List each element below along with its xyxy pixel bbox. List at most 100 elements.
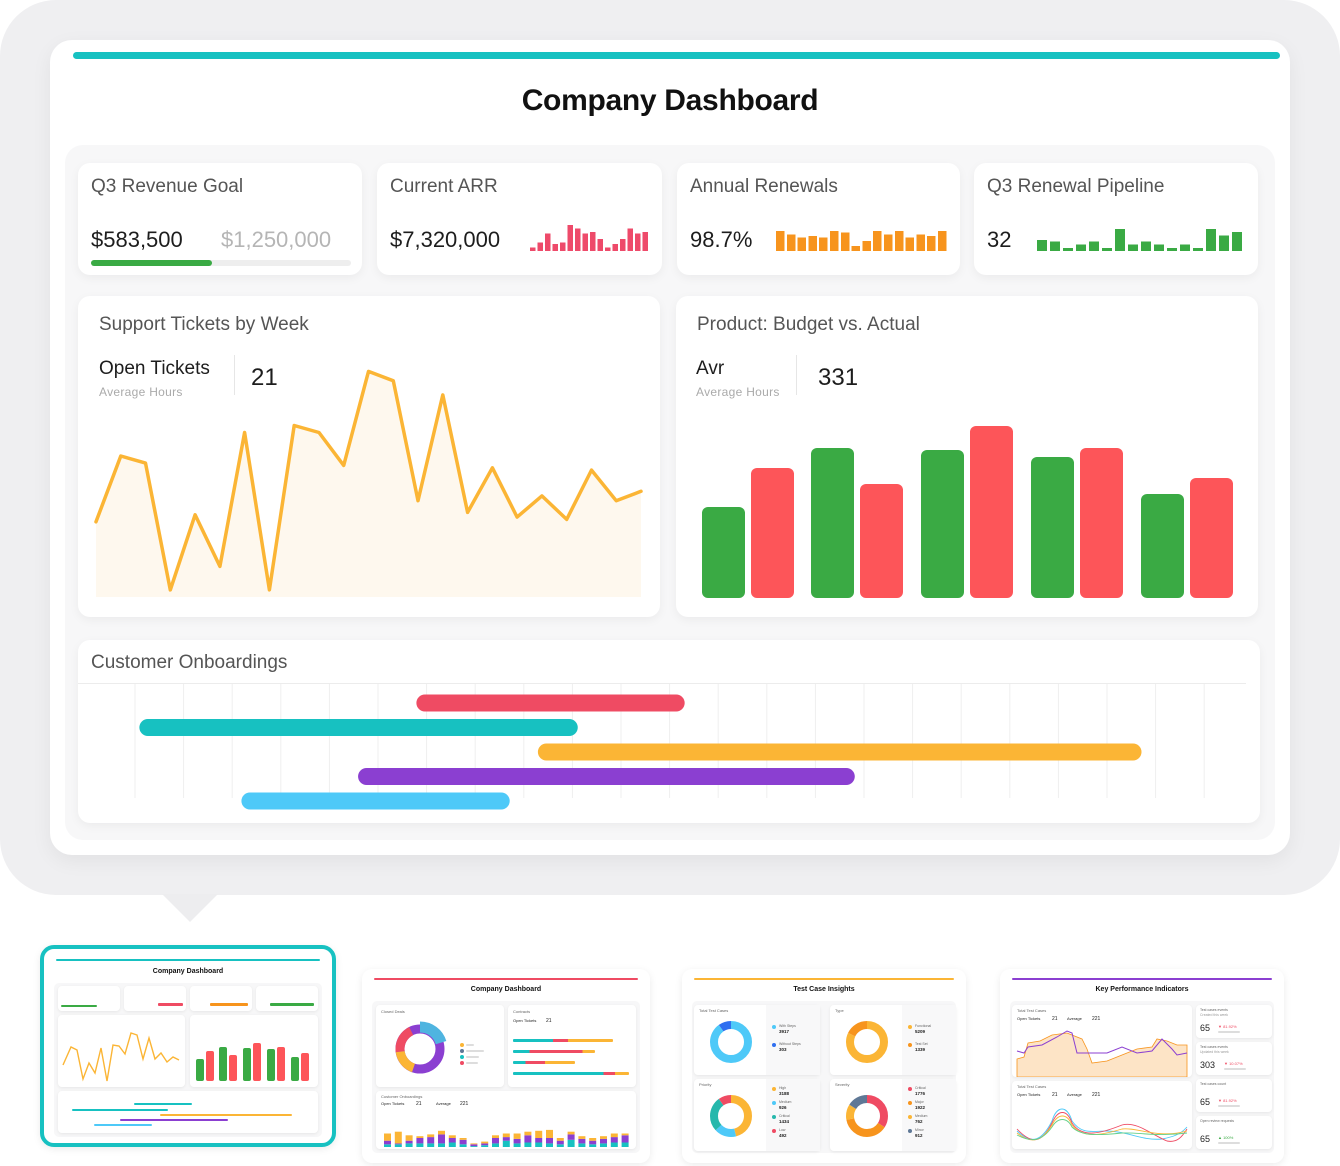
kpi-card-annual-renewals[interactable]: Annual Renewals 98.7% [677, 163, 960, 275]
thumb-column-segment [524, 1135, 532, 1143]
legend-dot [772, 1087, 776, 1091]
thumb-column-segment [621, 1142, 629, 1147]
divider [796, 355, 797, 395]
thumb-stat-card: Test cases events Created this week 65 ▼ 81… [1196, 1005, 1272, 1038]
dashboard-content: Q3 Revenue Goal $583,500 $1,250,000 Curr… [65, 145, 1275, 840]
actual-bar[interactable] [1080, 448, 1123, 598]
thumb-column-segment [470, 1144, 478, 1147]
thumb-column-segment [578, 1143, 586, 1147]
thumb-accent-bar [1012, 978, 1272, 980]
thumb-column-segment [481, 1145, 489, 1147]
stat-sublabel: Average Hours [99, 385, 183, 399]
budget-bar[interactable] [921, 450, 964, 598]
kpi-value: $7,320,000 [390, 227, 501, 252]
thumb-column-segment [438, 1134, 445, 1144]
spark-bar [1232, 232, 1242, 251]
budget-bar[interactable] [1031, 457, 1074, 598]
thumb-card-title: Contracts [513, 1009, 531, 1014]
thumb-column-segment [481, 1143, 489, 1146]
support-tickets-line-chart [94, 369, 643, 597]
thumb-column-segment [416, 1138, 424, 1144]
spark-bar [597, 238, 603, 251]
legend-value: 1776 [915, 1091, 926, 1096]
thumb-stacked-bar [513, 1072, 629, 1075]
actual-bar[interactable] [860, 484, 903, 598]
budget-bar[interactable] [811, 448, 854, 598]
kpi-card-renewal-pipeline[interactable]: Q3 Renewal Pipeline 32 [974, 163, 1258, 275]
thumb-legend: High 3188 Medium 926 Critical 1434 Low 492 [766, 1079, 820, 1151]
thumb-stat-caption-line [1218, 1142, 1240, 1144]
thumb-stat-card: Open review requests 65 ▲ 100% [1196, 1116, 1272, 1149]
stat-label: Avr [696, 358, 725, 379]
legend-value: 912 [915, 1133, 923, 1138]
thumb-kpi-card [58, 986, 120, 1011]
thumb-wave-red [1016, 1112, 1188, 1142]
thumb-column-segment [394, 1144, 402, 1147]
legend-dot [908, 1025, 912, 1029]
legend-line [466, 1062, 478, 1064]
thumb-column-segment [610, 1133, 618, 1138]
thumb-column-segment [438, 1130, 445, 1135]
thumb-stat-value: 21 [1052, 1092, 1058, 1098]
thumbnail-key-performance-indicators[interactable]: Key Performance Indicators Total Test Ca… [1000, 969, 1284, 1163]
thumb-stat-label: Average [1067, 1016, 1082, 1021]
legend-dot [460, 1043, 464, 1047]
donut-segment [710, 1095, 752, 1137]
thumb-donut [846, 1095, 888, 1137]
spark-bar [1219, 235, 1229, 251]
legend-label: Without Steps [779, 1042, 801, 1046]
thumb-stat-value: 221 [1092, 1092, 1101, 1098]
kpi-card-current-arr[interactable]: Current ARR $7,320,000 [377, 163, 662, 275]
actual-bar[interactable] [1190, 478, 1233, 598]
kpi-value: 98.7% [690, 227, 753, 252]
kpi-card-revenue-goal[interactable]: Q3 Revenue Goal $583,500 $1,250,000 [78, 163, 362, 275]
budget-bar[interactable] [1141, 494, 1184, 598]
thumb-column-segment [394, 1131, 402, 1144]
thumb-stat-caption-line [1218, 1105, 1240, 1107]
thumb-gantt-card [58, 1091, 318, 1133]
legend-dot [908, 1043, 912, 1047]
thumb-column-segment [513, 1143, 521, 1147]
thumb-donut-card: Severity Critical 1776 Major 1922 Medium 762 Mi… [830, 1079, 956, 1151]
thumb-column-segment [405, 1135, 413, 1141]
legend-line [466, 1056, 479, 1058]
thumb-column-segment [524, 1131, 532, 1136]
legend-value: 3188 [779, 1091, 790, 1096]
thumbnail-company-dashboard[interactable]: Company Dashboard [40, 945, 336, 1147]
legend-label: Medium [915, 1114, 928, 1118]
thumb-donut [710, 1021, 752, 1063]
thumbnail-test-case-insights[interactable]: Test Case Insights Total Test Cases With … [682, 969, 966, 1163]
spark-bar [830, 231, 839, 251]
spark-bar [1037, 240, 1047, 251]
spark-bar [819, 237, 828, 251]
legend-label: With Steps [779, 1024, 796, 1028]
legend-value: 926 [779, 1105, 787, 1110]
thumb-stat-change: ▼ 81.92% [1218, 1098, 1237, 1103]
thumb-wave-cyan [1016, 1108, 1188, 1140]
thumb-column-segment [384, 1133, 391, 1141]
thumbnail-company-dashboard-2[interactable]: Company Dashboard Closed Deals Contracts… [362, 969, 650, 1163]
thumb-wave-green [1016, 1119, 1188, 1141]
thumb-stat-value: 21 [546, 1018, 552, 1024]
thumb-stat-title: Test cases events [1200, 1045, 1228, 1049]
thumb-column-segment [405, 1140, 413, 1144]
arr-sparkline [530, 225, 648, 251]
thumb-card-title: Total Test Cases [1017, 1008, 1047, 1013]
thumb-stat-label: Open Tickets [381, 1101, 405, 1106]
thumb-title: Test Case Insights [793, 986, 855, 993]
thumb-stat-change: ▲ 100% [1218, 1135, 1234, 1140]
thumb-column-segment [621, 1135, 629, 1143]
legend-label: Test Set [915, 1042, 928, 1046]
spark-bar [605, 247, 611, 251]
thumb-column-segment [448, 1142, 456, 1147]
spark-bar [567, 225, 573, 251]
thumb-stat-title: Test cases count [1200, 1082, 1227, 1086]
customer-onboardings-card: Customer Onboardings [78, 640, 1260, 823]
thumb-column-segment [416, 1143, 424, 1147]
thumb-column-segment [535, 1138, 543, 1143]
actual-bar[interactable] [751, 468, 794, 598]
spark-bar [916, 234, 925, 251]
budget-bar[interactable] [702, 507, 745, 598]
actual-bar[interactable] [970, 426, 1013, 598]
thumb-gantt-bar [120, 1119, 228, 1121]
